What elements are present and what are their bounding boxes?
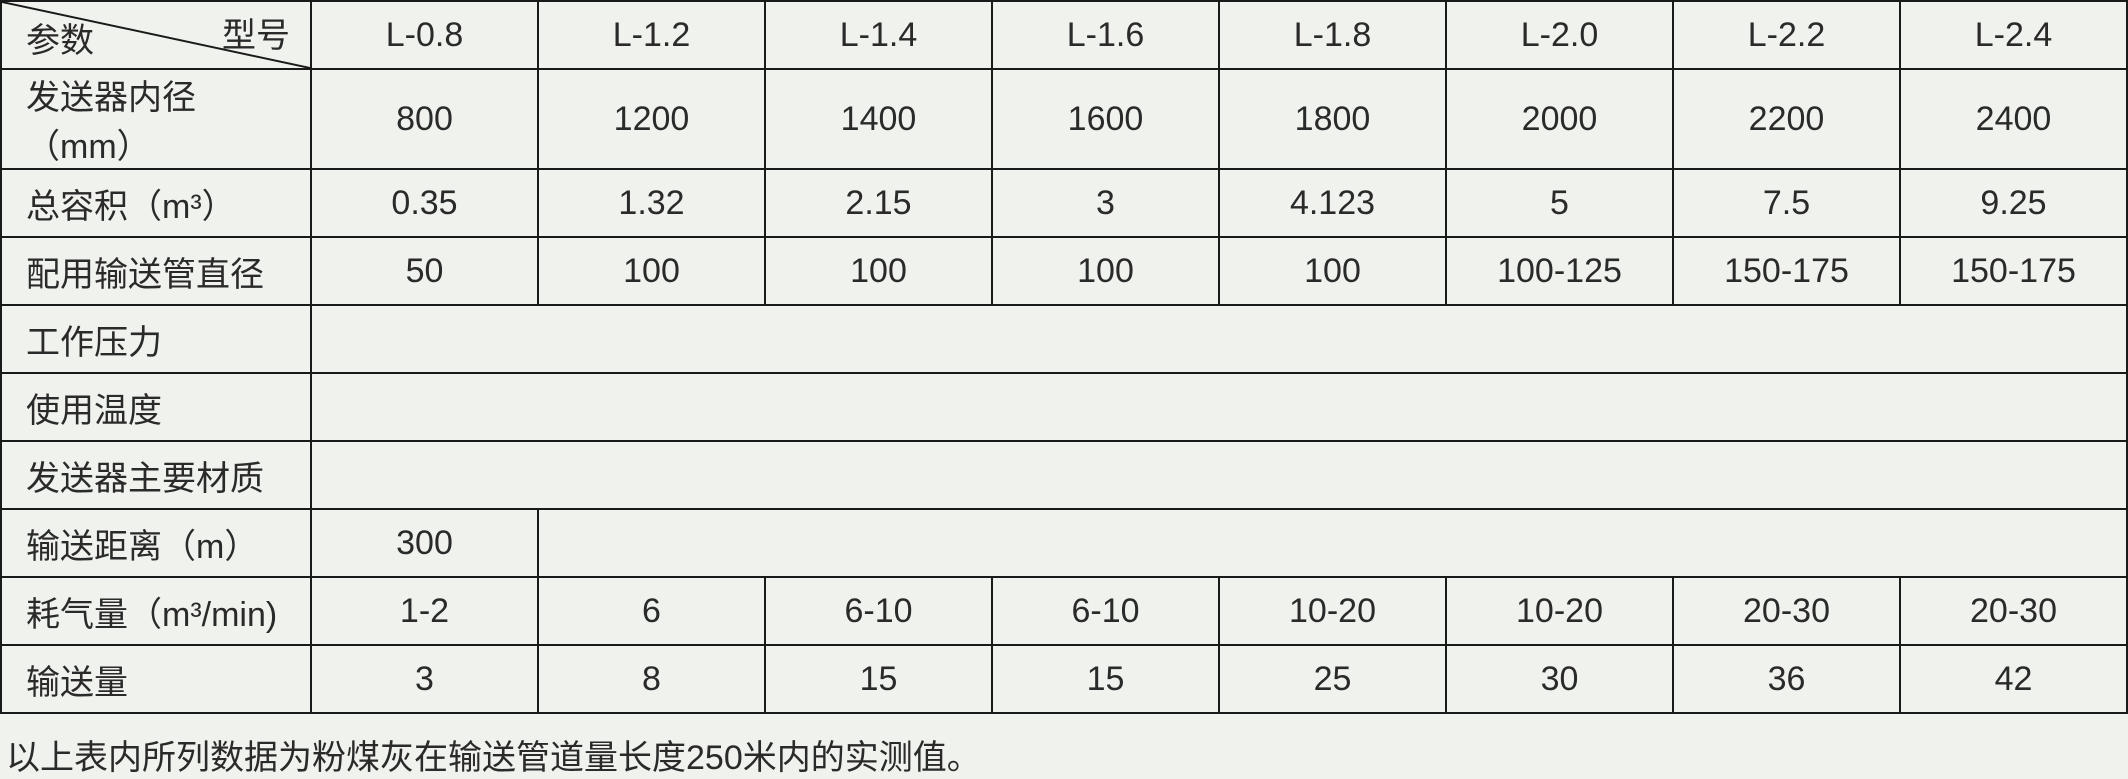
table-row: 发送器主要材质: [1, 441, 2127, 509]
data-cell: 4.123: [1219, 169, 1446, 237]
data-cell: 2.15: [765, 169, 992, 237]
data-cell: 3: [992, 169, 1219, 237]
model-axis-label: 型号: [222, 8, 290, 57]
model-header: L-2.0: [1446, 1, 1673, 69]
data-cell: 50: [311, 237, 538, 305]
data-cell: 15: [992, 645, 1219, 713]
data-cell: 3: [311, 645, 538, 713]
table-row: 耗气量（m³/min)1-266-106-1010-2010-2020-3020…: [1, 577, 2127, 645]
data-cell: 2200: [1673, 69, 1900, 169]
data-cell: 5: [1446, 169, 1673, 237]
data-cell: 15: [765, 645, 992, 713]
model-header: L-2.4: [1900, 1, 2127, 69]
row-header: 工作压力: [1, 305, 311, 373]
table-row: 发送器内径（mm）8001200140016001800200022002400: [1, 69, 2127, 169]
row-header: 耗气量（m³/min): [1, 577, 311, 645]
model-header: L-1.6: [992, 1, 1219, 69]
model-header: L-1.4: [765, 1, 992, 69]
row-header: 发送器主要材质: [1, 441, 311, 509]
param-axis-label: 参数: [26, 13, 94, 62]
data-cell: 6: [538, 577, 765, 645]
row-header: 总容积（m³）: [1, 169, 311, 237]
row-header: 输送距离（m）: [1, 509, 311, 577]
table-footnote: 以上表内所列数据为粉煤灰在输送管道量长度250米内的实测值。: [0, 714, 2128, 779]
diagonal-header-cell: 型号 参数: [1, 1, 311, 69]
model-header: L-1.8: [1219, 1, 1446, 69]
row-header: 使用温度: [1, 373, 311, 441]
data-cell: 100: [538, 237, 765, 305]
data-cell: 800: [311, 69, 538, 169]
data-cell: 150-175: [1673, 237, 1900, 305]
data-cell: 10-20: [1219, 577, 1446, 645]
data-cell: 1800: [1219, 69, 1446, 169]
spanning-cell: [311, 441, 2127, 509]
data-cell: 20-30: [1673, 577, 1900, 645]
data-cell: 1400: [765, 69, 992, 169]
row-header: 配用输送管直径: [1, 237, 311, 305]
spanning-cell: [311, 373, 2127, 441]
spec-table: 型号 参数 L-0.8L-1.2L-1.4L-1.6L-1.8L-2.0L-2.…: [0, 0, 2128, 714]
data-cell: 25: [1219, 645, 1446, 713]
table-row: 配用输送管直径50100100100100100-125150-175150-1…: [1, 237, 2127, 305]
data-cell: 100: [1219, 237, 1446, 305]
row-header: 输送量: [1, 645, 311, 713]
table-row: 输送距离（m）300: [1, 509, 2127, 577]
data-cell: 20-30: [1900, 577, 2127, 645]
table-row: 总容积（m³）0.351.322.1534.12357.59.25: [1, 169, 2127, 237]
data-cell: 1-2: [311, 577, 538, 645]
data-cell: 6-10: [992, 577, 1219, 645]
spanning-cell: [538, 509, 2127, 577]
data-cell: 1600: [992, 69, 1219, 169]
data-cell: 1.32: [538, 169, 765, 237]
table-header-row: 型号 参数 L-0.8L-1.2L-1.4L-1.6L-1.8L-2.0L-2.…: [1, 1, 2127, 69]
table-row: 工作压力: [1, 305, 2127, 373]
data-cell: 2400: [1900, 69, 2127, 169]
model-header: L-0.8: [311, 1, 538, 69]
row-header: 发送器内径（mm）: [1, 69, 311, 169]
data-cell: 6-10: [765, 577, 992, 645]
data-cell: 2000: [1446, 69, 1673, 169]
data-cell: 0.35: [311, 169, 538, 237]
data-cell: 9.25: [1900, 169, 2127, 237]
data-cell: 8: [538, 645, 765, 713]
data-cell: 100-125: [1446, 237, 1673, 305]
data-cell: 36: [1673, 645, 1900, 713]
spanning-cell: [311, 305, 2127, 373]
data-cell: 150-175: [1900, 237, 2127, 305]
data-cell: 1200: [538, 69, 765, 169]
data-cell: 7.5: [1673, 169, 1900, 237]
table-row: 输送量38151525303642: [1, 645, 2127, 713]
data-cell: 300: [311, 509, 538, 577]
data-cell: 10-20: [1446, 577, 1673, 645]
data-cell: 30: [1446, 645, 1673, 713]
data-cell: 100: [765, 237, 992, 305]
spec-table-container: 型号 参数 L-0.8L-1.2L-1.4L-1.6L-1.8L-2.0L-2.…: [0, 0, 2128, 779]
table-row: 使用温度: [1, 373, 2127, 441]
model-header: L-2.2: [1673, 1, 1900, 69]
data-cell: 42: [1900, 645, 2127, 713]
data-cell: 100: [992, 237, 1219, 305]
model-header: L-1.2: [538, 1, 765, 69]
